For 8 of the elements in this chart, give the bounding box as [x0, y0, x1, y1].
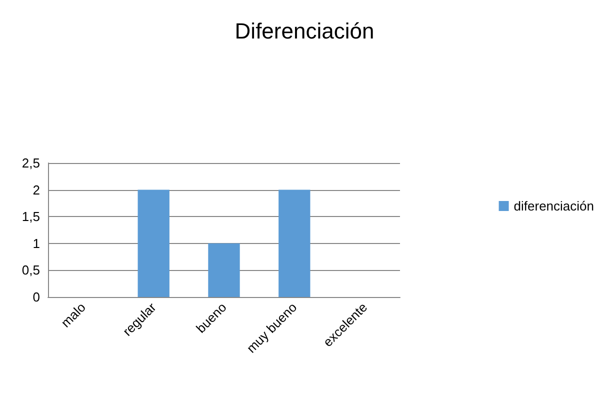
y-tick-label: 1,5: [22, 209, 40, 224]
y-tick-label: 0,5: [22, 262, 40, 278]
legend-label: diferenciación: [514, 198, 594, 214]
y-tick-label: 1: [32, 236, 40, 251]
y-tick-label: 2,5: [22, 156, 40, 170]
y-tick-label: 2: [32, 182, 40, 198]
y-tick-label: 0: [32, 290, 40, 304]
chart-title: Diferenciación: [234, 18, 374, 44]
